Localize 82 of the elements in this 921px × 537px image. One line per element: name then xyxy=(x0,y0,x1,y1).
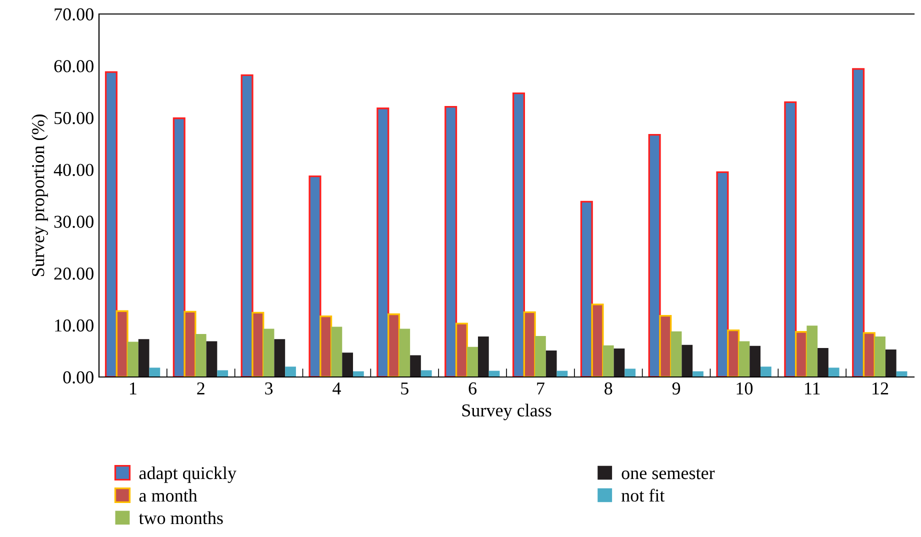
legend-label: adapt quickly xyxy=(139,466,236,483)
bar xyxy=(535,336,546,377)
bar xyxy=(852,68,865,377)
bar xyxy=(467,346,478,377)
y-tick-label: 20.00 xyxy=(54,268,94,280)
bar xyxy=(784,101,797,377)
bar xyxy=(885,350,896,377)
bar xyxy=(794,331,808,377)
bar xyxy=(862,332,876,377)
bar xyxy=(184,310,196,377)
bar xyxy=(512,92,525,377)
bar xyxy=(818,348,828,377)
bar xyxy=(195,334,206,377)
bar xyxy=(727,329,740,377)
y-tick-label: 0.00 xyxy=(63,371,94,384)
y-tick-label: 60.00 xyxy=(54,60,94,72)
bar xyxy=(217,370,228,377)
bar xyxy=(591,304,604,377)
legend-label: a month xyxy=(139,488,198,502)
y-tick-label: 50.00 xyxy=(54,112,94,124)
legend-label: not fit xyxy=(621,488,665,502)
bar xyxy=(670,331,682,377)
bar xyxy=(128,342,138,377)
bar xyxy=(420,370,432,377)
bar xyxy=(828,368,840,377)
x-tick-label: 6 xyxy=(468,382,477,395)
bar xyxy=(648,134,661,377)
bar xyxy=(172,117,186,377)
bar xyxy=(874,336,886,377)
bar xyxy=(149,368,160,377)
x-tick-label: 2 xyxy=(197,382,204,394)
bar xyxy=(274,339,286,377)
y-tick-label: 10.00 xyxy=(55,319,94,332)
bar xyxy=(138,339,150,377)
legend-label: one semester xyxy=(622,468,715,480)
x-tick-label: 5 xyxy=(401,382,408,395)
bar xyxy=(444,106,458,377)
x-tick-label: 1 xyxy=(130,382,136,394)
bar xyxy=(399,328,410,377)
bar xyxy=(342,352,354,377)
bar xyxy=(104,71,118,377)
bar xyxy=(750,346,761,377)
bar xyxy=(659,314,672,377)
bar xyxy=(116,310,128,377)
bar xyxy=(624,368,636,377)
x-tick-label: 3 xyxy=(265,382,273,395)
x-tick-label: 4 xyxy=(332,382,341,394)
y-tick-label: 30.00 xyxy=(54,216,94,228)
legend-label: two months xyxy=(138,511,223,524)
bar xyxy=(760,366,772,377)
bar xyxy=(602,345,614,377)
bar xyxy=(738,341,750,377)
bar xyxy=(285,366,296,377)
bar xyxy=(240,74,254,377)
bar xyxy=(263,328,274,377)
bar xyxy=(614,348,625,377)
bar xyxy=(682,344,693,377)
bar xyxy=(806,326,818,377)
bar xyxy=(410,355,421,377)
bar xyxy=(523,311,536,377)
bar xyxy=(308,175,322,377)
bar xyxy=(387,313,400,377)
bar xyxy=(252,312,264,377)
x-tick-label: 7 xyxy=(537,382,544,394)
y-axis-title: Survey proportion (%) xyxy=(32,114,48,276)
bar xyxy=(455,322,468,377)
bar xyxy=(331,326,342,377)
bar xyxy=(716,171,729,377)
x-tick-label: 9 xyxy=(672,382,680,395)
x-tick-label: 12 xyxy=(872,382,888,394)
x-tick-label: 10 xyxy=(736,382,753,395)
bar xyxy=(206,341,218,377)
bar xyxy=(546,350,557,377)
bar xyxy=(320,315,332,377)
y-tick-label: 40.00 xyxy=(54,164,94,176)
y-tick-label: 70.00 xyxy=(54,8,94,21)
bar xyxy=(580,200,593,377)
x-tick-label: 11 xyxy=(805,382,820,394)
x-axis-title: Survey class xyxy=(462,404,552,420)
bar xyxy=(478,336,489,377)
x-tick-label: 8 xyxy=(604,382,612,395)
bar xyxy=(376,108,390,377)
